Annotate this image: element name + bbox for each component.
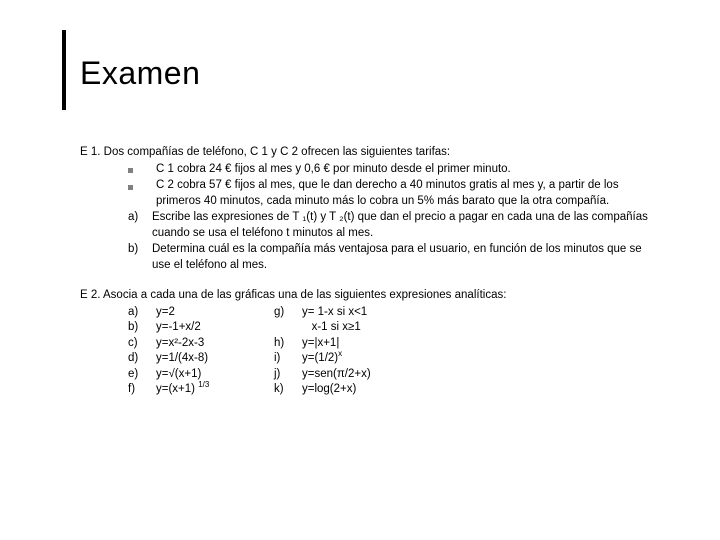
expr-label: c) (128, 336, 156, 352)
expr-text: y=x²-2x-3 (156, 336, 274, 352)
part-label: a) (80, 210, 152, 226)
expr-label: i) (274, 351, 302, 367)
expr-text: y=|x+1| (302, 336, 660, 352)
e1-bullet-list: C 1 cobra 24 € fijos al mes y 0,6 € por … (80, 162, 660, 274)
part-text: Escribe las expresiones de T ₁(t) y T ₂(… (152, 210, 660, 241)
expr-text: y=1/(4x-8) (156, 351, 274, 367)
expr-label: b) (128, 320, 156, 336)
expr-text: y=log(2+x) (302, 382, 660, 398)
e1-bullet-text: C 2 cobra 57 € fijos al mes, que le dan … (156, 178, 660, 209)
slide-title: Examen (80, 55, 200, 92)
expr-text: y=(1/2)x (302, 351, 660, 367)
bullet-icon (80, 162, 156, 178)
e2-right-exprs: y= 1-x si x<1 x-1 si x≥1 y=|x+1| y=(1/2)… (302, 305, 660, 398)
e1-part: a) Escribe las expresiones de T ₁(t) y T… (80, 210, 660, 241)
expr-label (274, 320, 302, 336)
expr-text: y=(x+1) 1/3 (156, 382, 274, 398)
slide: Examen E 1. Dos compañías de teléfono, C… (0, 0, 720, 540)
e1-part: b) Determina cuál es la compañía más ven… (80, 242, 660, 273)
expr-label: k) (274, 382, 302, 398)
e1-bullet: C 1 cobra 24 € fijos al mes y 0,6 € por … (80, 162, 660, 178)
expr-label: h) (274, 336, 302, 352)
accent-bar (62, 30, 66, 110)
e1-prompt: E 1. Dos compañías de teléfono, C 1 y C … (80, 145, 660, 161)
e2-left-exprs: y=2 y=-1+x/2 y=x²-2x-3 y=1/(4x-8) y=√(x+… (156, 305, 274, 398)
part-label: b) (80, 242, 152, 258)
e2-columns: a) b) c) d) e) f) y=2 y=-1+x/2 y=x²-2x-3… (80, 305, 660, 398)
expr-label: g) (274, 305, 302, 321)
bullet-icon (80, 178, 156, 194)
e1-bullet-text: C 1 cobra 24 € fijos al mes y 0,6 € por … (156, 162, 660, 178)
part-text: Determina cuál es la compañía más ventaj… (152, 242, 660, 273)
expr-text: y=-1+x/2 (156, 320, 274, 336)
e2-right-labels: g) h) i) j) k) (274, 305, 302, 398)
e2-left-labels: a) b) c) d) e) f) (128, 305, 156, 398)
expr-text: x-1 si x≥1 (302, 320, 660, 336)
slide-body: E 1. Dos compañías de teléfono, C 1 y C … (80, 145, 660, 398)
expr-text: y=2 (156, 305, 274, 321)
e2-prompt: E 2. Asocia a cada una de las gráficas u… (80, 288, 660, 304)
expr-text: y=√(x+1) (156, 367, 274, 383)
expr-label: f) (128, 382, 156, 398)
expr-text: y=sen(π/2+x) (302, 367, 660, 383)
expr-label: d) (128, 351, 156, 367)
e1-bullet: C 2 cobra 57 € fijos al mes, que le dan … (80, 178, 660, 209)
expr-label: j) (274, 367, 302, 383)
expr-text: y= 1-x si x<1 (302, 305, 660, 321)
expr-label: e) (128, 367, 156, 383)
expr-label: a) (128, 305, 156, 321)
